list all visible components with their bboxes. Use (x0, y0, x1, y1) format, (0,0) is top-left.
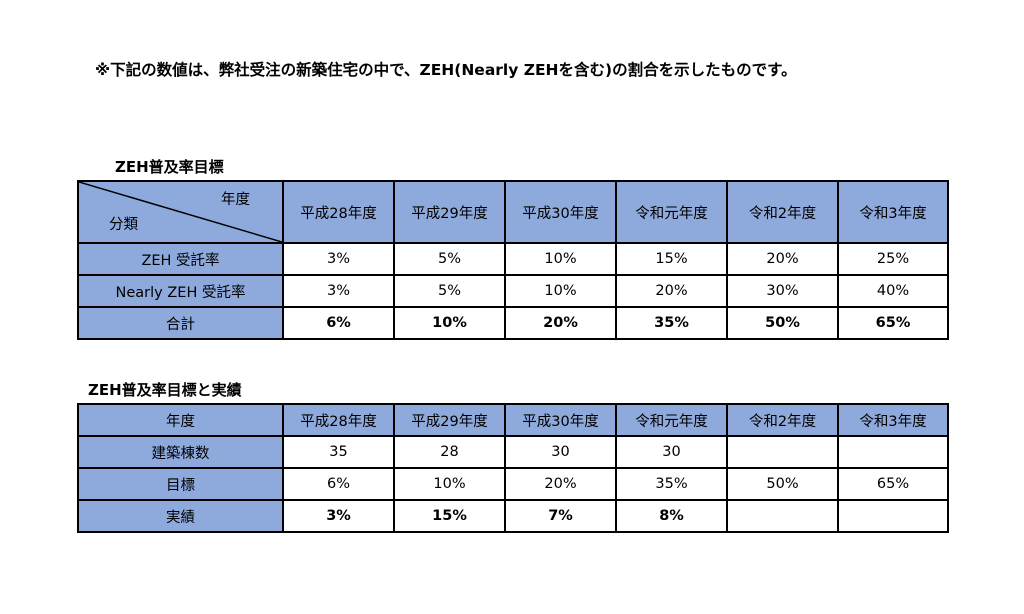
corner-category-label: 分類 (109, 217, 138, 233)
total-cell: 20% (504, 306, 617, 340)
year-header: 令和3年度 (837, 403, 949, 437)
table-row: ZEH 受託率 3% 5% 10% 15% 20% 25% (77, 242, 949, 276)
row-label: 合計 (77, 306, 284, 340)
total-cell: 10% (393, 306, 506, 340)
year-header: 平成29年度 (393, 403, 506, 437)
total-cell: 50% (726, 306, 839, 340)
table-cell: 15% (615, 242, 728, 276)
table-cell: 20% (504, 467, 617, 501)
year-header-label: 年度 (77, 403, 284, 437)
actual-cell: 8% (615, 499, 728, 533)
table-cell: 5% (393, 242, 506, 276)
table-cell: 10% (504, 242, 617, 276)
table-cell (837, 435, 949, 469)
total-cell: 6% (282, 306, 395, 340)
table-cell: 5% (393, 274, 506, 308)
table-cell: 28 (393, 435, 506, 469)
row-label: ZEH 受託率 (77, 242, 284, 276)
table2-header-row: 年度 平成28年度 平成29年度 平成30年度 令和元年度 令和2年度 令和3年… (77, 403, 949, 437)
total-cell: 35% (615, 306, 728, 340)
table-row-actual: 実績 3% 15% 7% 8% (77, 499, 949, 533)
year-header: 平成29年度 (393, 180, 506, 244)
table-cell: 10% (504, 274, 617, 308)
table1-title: ZEH普及率目標 (115, 158, 224, 176)
year-header: 平成28年度 (282, 180, 395, 244)
table-cell (726, 435, 839, 469)
corner-year-label: 年度 (221, 192, 250, 208)
table-cell: 3% (282, 242, 395, 276)
table-row: 目標 6% 10% 20% 35% 50% 65% (77, 467, 949, 501)
table-row-total: 合計 6% 10% 20% 35% 50% 65% (77, 306, 949, 340)
disclaimer-note: ※下記の数値は、弊社受注の新築住宅の中で、ZEH(Nearly ZEHを含む)の… (95, 61, 797, 79)
table-cell: 30 (504, 435, 617, 469)
table-cell: 65% (837, 467, 949, 501)
actual-cell (837, 499, 949, 533)
year-header: 令和元年度 (615, 180, 728, 244)
table1-corner-cell: 年度 分類 (77, 180, 284, 244)
table-cell: 20% (726, 242, 839, 276)
year-header: 平成30年度 (504, 180, 617, 244)
year-header: 令和2年度 (726, 403, 839, 437)
year-header: 令和2年度 (726, 180, 839, 244)
table-cell: 30% (726, 274, 839, 308)
table1-header-row: 年度 分類 平成28年度 平成29年度 平成30年度 令和元年度 令和2年度 令… (77, 180, 949, 244)
table-cell: 35 (282, 435, 395, 469)
actual-cell: 7% (504, 499, 617, 533)
row-label: Nearly ZEH 受託率 (77, 274, 284, 308)
table-row: Nearly ZEH 受託率 3% 5% 10% 20% 30% 40% (77, 274, 949, 308)
zeh-target-actual-table: 年度 平成28年度 平成29年度 平成30年度 令和元年度 令和2年度 令和3年… (77, 403, 949, 533)
table-cell: 30 (615, 435, 728, 469)
table-cell: 25% (837, 242, 949, 276)
table-cell: 3% (282, 274, 395, 308)
row-label: 目標 (77, 467, 284, 501)
total-cell: 65% (837, 306, 949, 340)
table-cell: 35% (615, 467, 728, 501)
row-label: 実績 (77, 499, 284, 533)
year-header: 令和元年度 (615, 403, 728, 437)
table-row: 建築棟数 35 28 30 30 (77, 435, 949, 469)
table2-title: ZEH普及率目標と実績 (88, 381, 242, 399)
diagonal-divider (79, 182, 282, 242)
actual-cell: 15% (393, 499, 506, 533)
table-cell: 6% (282, 467, 395, 501)
zeh-target-table: 年度 分類 平成28年度 平成29年度 平成30年度 令和元年度 令和2年度 令… (77, 180, 949, 340)
actual-cell (726, 499, 839, 533)
table-cell: 50% (726, 467, 839, 501)
year-header: 令和3年度 (837, 180, 949, 244)
table-cell: 20% (615, 274, 728, 308)
table-cell: 10% (393, 467, 506, 501)
year-header: 平成28年度 (282, 403, 395, 437)
actual-cell: 3% (282, 499, 395, 533)
table-cell: 40% (837, 274, 949, 308)
row-label: 建築棟数 (77, 435, 284, 469)
year-header: 平成30年度 (504, 403, 617, 437)
